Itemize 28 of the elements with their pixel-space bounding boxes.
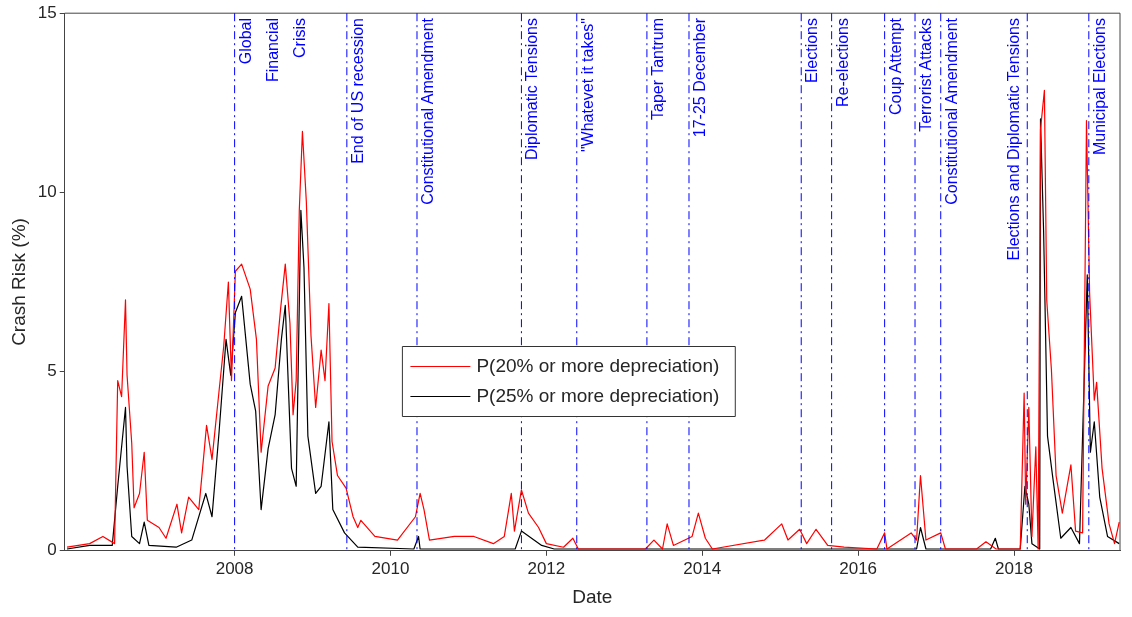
x-tick-label: 2014 <box>683 558 722 578</box>
y-axis-title: Crash Risk (%) <box>7 218 29 346</box>
ref-line-label: Elections <box>803 18 822 84</box>
ref-line-label: Diplomatic Tensions <box>523 18 542 161</box>
ref-line-label: Taper Tantrum <box>648 18 667 121</box>
ref-line-label: End of US recession <box>348 18 367 165</box>
ref-line-label: Elections and Diplomatic Tensions <box>1005 18 1024 261</box>
ref-line-label: Constitutional Amendment <box>942 18 961 205</box>
x-tick-label: 2016 <box>839 558 878 578</box>
ref-line-label: Constitutional Amendment <box>418 18 437 205</box>
y-tick-label: 0 <box>47 540 57 560</box>
ref-line-label: Coup Attempt <box>886 18 905 116</box>
x-tick-label: 2018 <box>995 558 1033 578</box>
ref-line-label: Re-elections <box>833 18 852 108</box>
ref-line-label: Municipal Elections <box>1090 18 1109 156</box>
ref-line-label: Terrorist Attacks <box>917 18 935 132</box>
ref-line-label: Global Financial Crisis <box>236 18 309 83</box>
legend-label: P(25% or more depreciation) <box>476 384 720 406</box>
x-tick-label: 2010 <box>371 558 410 578</box>
y-tick-label: 10 <box>37 182 57 202</box>
ref-line-label: 17-25 December <box>690 18 709 138</box>
y-tick-label: 5 <box>47 361 57 381</box>
x-axis-title: Date <box>572 585 613 607</box>
ref-line-label: "Whatevet it takes" <box>578 18 597 153</box>
y-tick-label: 15 <box>37 2 57 22</box>
x-tick-label: 2012 <box>527 558 566 578</box>
legend-label: P(20% or more depreciation) <box>476 354 720 376</box>
x-tick-label: 2008 <box>215 558 254 578</box>
